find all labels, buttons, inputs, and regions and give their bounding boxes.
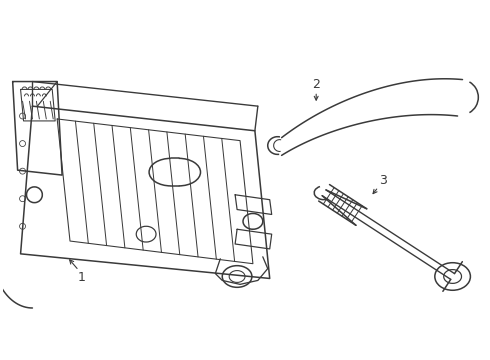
Text: 2: 2 <box>312 78 320 91</box>
Text: 3: 3 <box>379 174 388 186</box>
Text: 1: 1 <box>78 271 86 284</box>
